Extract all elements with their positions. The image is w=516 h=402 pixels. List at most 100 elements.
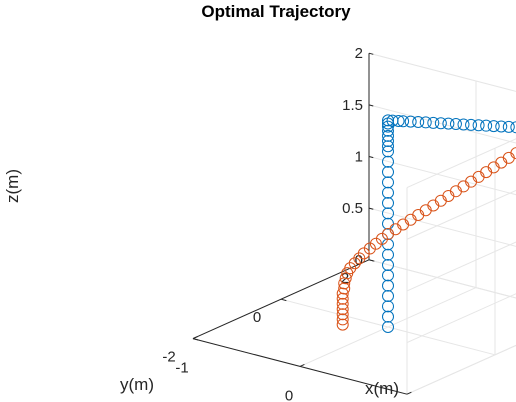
data-point: [336, 292, 349, 305]
data-points: [336, 114, 516, 333]
x-axis-label: x(m): [365, 379, 399, 398]
data-point: [357, 247, 370, 260]
grid-line: [406, 344, 516, 395]
data-point: [382, 259, 394, 272]
data-point: [382, 176, 394, 189]
data-point: [382, 207, 394, 220]
data-point: [472, 170, 485, 183]
data-point: [502, 120, 515, 133]
data-point: [465, 118, 478, 131]
z-tick-label: 0: [355, 252, 363, 269]
x-tick-mark: [299, 363, 305, 367]
data-point: [487, 161, 500, 174]
z-tick-label: 0.5: [342, 200, 363, 217]
data-point: [336, 287, 349, 300]
chart-title: Optimal Trajectory: [201, 2, 351, 21]
grid-line: [368, 52, 516, 92]
z-tick-mark: [368, 52, 374, 55]
y-tick-label: 0: [253, 309, 261, 326]
z-tick-label: 1.5: [342, 97, 363, 114]
grid-line: [280, 298, 496, 356]
data-point: [495, 156, 508, 169]
grid-line: [368, 259, 516, 299]
y-axis-label: y(m): [120, 375, 154, 394]
data-point: [336, 297, 349, 310]
data-point: [449, 118, 462, 131]
data-point: [389, 223, 402, 236]
data-point: [363, 242, 376, 255]
data-point: [336, 308, 349, 321]
data-point: [434, 194, 447, 207]
z-tick-mark: [368, 207, 374, 210]
data-point: [382, 140, 394, 153]
data-point: [339, 272, 352, 285]
data-point: [336, 318, 349, 331]
data-point: [510, 147, 516, 160]
data-point: [382, 186, 394, 199]
data-point: [457, 118, 470, 131]
data-point: [336, 313, 349, 326]
series-2: [336, 147, 516, 331]
grid-line: [368, 156, 516, 196]
x-tick-mark: [192, 336, 198, 340]
data-point: [449, 185, 462, 198]
data-point: [382, 279, 394, 292]
data-point: [382, 269, 394, 282]
data-point: [382, 300, 394, 313]
data-point: [419, 204, 432, 217]
data-point: [392, 114, 405, 127]
data-point: [419, 116, 432, 129]
grid-line: [368, 259, 516, 299]
z-axis-label: z(m): [3, 169, 22, 203]
data-point: [495, 120, 508, 133]
data-point: [382, 135, 394, 148]
z-tick-mark: [368, 259, 374, 262]
data-point: [427, 116, 440, 129]
y-tick-mark: [280, 298, 287, 302]
grid-line: [406, 138, 516, 189]
data-point: [382, 145, 394, 158]
data-point: [487, 120, 500, 133]
data-point: [510, 121, 516, 134]
grid-line: [406, 241, 516, 292]
data-point: [382, 124, 394, 137]
grid-line: [406, 293, 516, 344]
data-point: [382, 290, 394, 303]
data-point: [382, 120, 394, 133]
data-point: [457, 180, 470, 193]
z-tick-label: 1: [355, 149, 363, 166]
z-tick-label: 2: [355, 45, 363, 62]
data-point: [338, 282, 351, 295]
y-tick-label: -2: [162, 349, 175, 366]
data-point: [472, 119, 485, 132]
x-tick-label: 0: [285, 387, 293, 402]
z-tick-mark: [368, 156, 374, 159]
data-point: [382, 197, 394, 210]
data-point: [404, 115, 417, 128]
grid-line: [368, 104, 516, 144]
data-point: [382, 310, 394, 323]
data-point: [397, 115, 410, 128]
data-point: [442, 117, 455, 130]
data-point: [382, 321, 394, 333]
data-point: [336, 303, 349, 316]
data-point: [480, 119, 493, 132]
data-point: [442, 189, 455, 202]
data-point: [382, 129, 394, 142]
x-axis-line: [192, 338, 408, 395]
axis-layer: [192, 52, 412, 395]
y-tick-mark: [192, 338, 199, 341]
grid-line: [368, 207, 516, 247]
data-point: [434, 117, 447, 130]
data-point: [412, 116, 425, 129]
data-point: [502, 151, 515, 164]
data-point: [375, 232, 388, 245]
grid-line: [406, 344, 516, 395]
series-1: [382, 114, 516, 333]
data-point: [382, 248, 394, 261]
data-point: [382, 217, 394, 230]
z-tick-mark: [368, 104, 374, 107]
data-point: [369, 237, 382, 250]
